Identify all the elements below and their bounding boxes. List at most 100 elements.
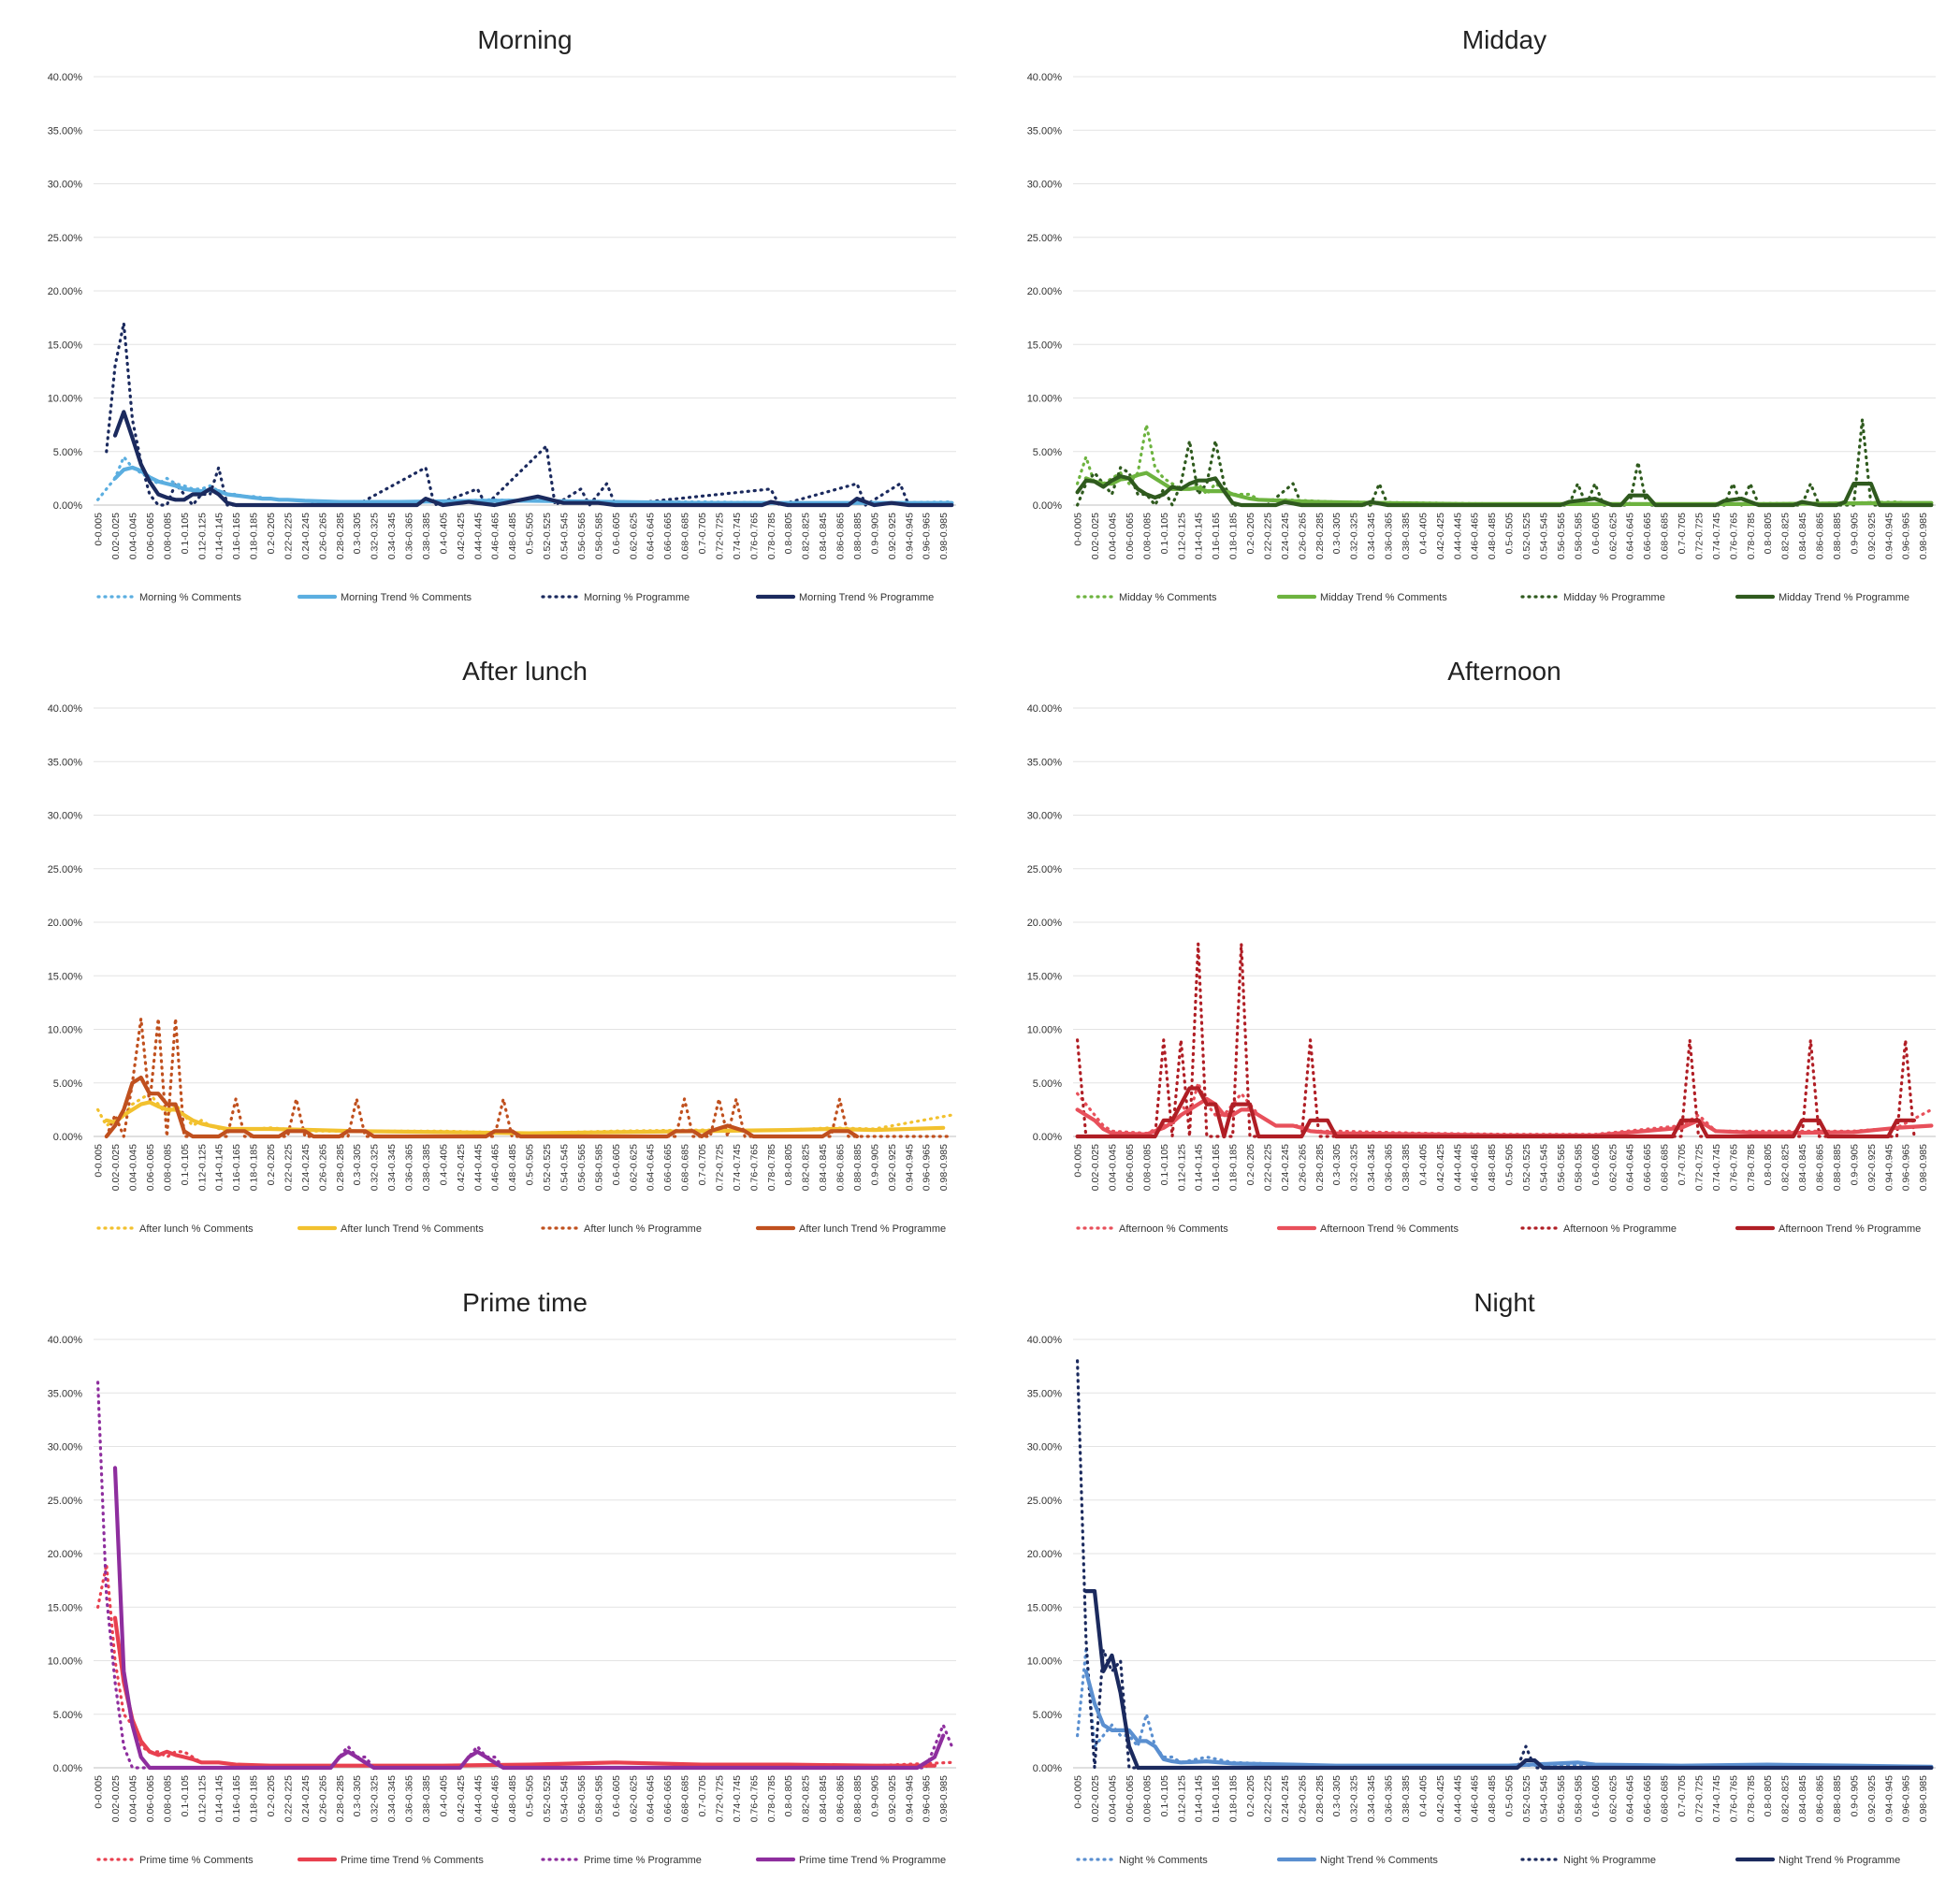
x-tick-label: 0.66-0.665: [662, 1775, 674, 1822]
x-tick-label: 0.72-0.725: [714, 513, 725, 559]
legend-item: Midday Trend % Comments: [1276, 592, 1447, 603]
x-tick-label: 0.42-0.425: [1435, 1775, 1446, 1822]
x-tick-label: 0.98-0.985: [938, 1775, 950, 1822]
series-night-programme: [1075, 1359, 1934, 1770]
legend-item: Midday % Programme: [1520, 592, 1665, 603]
x-tick-label: 0.88-0.885: [852, 1775, 864, 1822]
x-tick-label: 0.58-0.585: [1573, 1144, 1584, 1191]
x-tick-label: 0.16-0.165: [1211, 1144, 1222, 1191]
chart-title: Night: [1474, 1288, 1535, 1317]
x-tick-label: 0.32-0.325: [1349, 1144, 1360, 1191]
x-tick-label: 0.78-0.785: [1746, 1775, 1757, 1822]
x-tick-label: 0.74-0.745: [1711, 1144, 1722, 1191]
series-after-lunch-trend-programme: [104, 1075, 860, 1139]
x-tick-label: 0.22-0.225: [1262, 513, 1273, 559]
x-tick-label: 0.88-0.885: [852, 1144, 864, 1191]
series-afternoon-trend-programme: [1075, 1086, 1917, 1139]
y-tick-label: 35.00%: [48, 757, 83, 768]
x-tick-label: 0.98-0.985: [938, 513, 950, 559]
x-tick-label: 0.58-0.585: [593, 513, 604, 559]
x-tick-label: 0.76-0.765: [1728, 513, 1739, 559]
y-tick-label: 25.00%: [48, 1496, 83, 1507]
x-tick-label: 0.04-0.045: [1107, 513, 1118, 559]
x-tick-label: 0.62-0.625: [1607, 1775, 1619, 1822]
legend-item: Night % Programme: [1520, 1855, 1656, 1866]
x-tick-label: 0.44-0.445: [472, 1144, 484, 1191]
x-tick-label: 0.3-0.305: [1331, 1144, 1343, 1186]
x-tick-label: 0.34-0.345: [386, 1775, 398, 1822]
x-tick-label: 0.44-0.445: [472, 513, 484, 559]
x-tick-label: 0.22-0.225: [283, 513, 294, 559]
chart-panel-midday: Midday 0.00% 5.00% 10.00% 15.00% 20.00% 25.00%…: [980, 0, 1959, 631]
x-tick-label: 0.22-0.225: [1262, 1775, 1273, 1822]
x-tick-label: 0.14-0.145: [214, 513, 225, 559]
x-tick-label: 0.82-0.825: [801, 513, 812, 559]
legend-label: Morning % Programme: [584, 592, 690, 603]
x-tick-label: 0.52-0.525: [1521, 513, 1532, 559]
x-tick-label: 0.64-0.645: [1625, 1775, 1636, 1822]
x-tick-label: 0.72-0.725: [1693, 1144, 1705, 1191]
x-tick-label: 0.7-0.705: [697, 513, 708, 555]
x-tick-label: 0.3-0.305: [352, 1775, 363, 1817]
x-tick-label: 0.54-0.545: [1538, 513, 1549, 559]
x-tick-label: 0.34-0.345: [386, 513, 398, 559]
y-tick-label: 25.00%: [48, 864, 83, 875]
x-tick-label: 0.96-0.965: [922, 1775, 933, 1822]
x-tick-label: 0.5-0.505: [1504, 1144, 1516, 1186]
legend-item: Midday % Comments: [1076, 592, 1217, 603]
x-tick-label: 0.4-0.405: [438, 1775, 449, 1817]
x-tick-label: 0.74-0.745: [732, 513, 743, 559]
y-tick-label: 15.00%: [48, 1602, 83, 1613]
x-tick-label: 0.68-0.685: [680, 1144, 691, 1191]
x-tick-label: 0.52-0.525: [542, 513, 553, 559]
series-morning-trend-comments: [112, 465, 954, 505]
y-tick-label: 35.00%: [1027, 757, 1063, 768]
x-tick-label: 0.68-0.685: [1660, 1775, 1671, 1822]
y-tick-label: 0.00%: [1033, 500, 1062, 512]
x-tick-label: 0.26-0.265: [317, 1775, 328, 1822]
x-tick-label: 0.78-0.785: [1746, 513, 1757, 559]
x-tick-label: 0.6-0.605: [1590, 513, 1602, 555]
x-tick-label: 0.5-0.505: [1504, 513, 1516, 555]
x-tick-label: 0.16-0.165: [231, 1775, 242, 1822]
x-tick-label: 0.7-0.705: [697, 1144, 708, 1186]
x-tick-label: 0.06-0.065: [1125, 1775, 1136, 1822]
x-tick-label: 0.2-0.205: [266, 1144, 277, 1186]
x-tick-label: 0.88-0.885: [1832, 513, 1843, 559]
chart-title: Afternoon: [1447, 657, 1561, 686]
chart-panel-afternoon: Afternoon 0.00% 5.00% 10.00% 15.00% 20.00% 25.…: [980, 631, 1959, 1263]
x-tick-label: 0.46-0.465: [490, 1775, 501, 1822]
x-tick-label: 0-0.005: [94, 1775, 105, 1809]
x-tick-label: 0.1-0.105: [1159, 1775, 1170, 1817]
x-tick-label: 0.46-0.465: [1470, 1775, 1481, 1822]
x-tick-label: 0.18-0.185: [1228, 1775, 1240, 1822]
chart-panel-after-lunch: After lunch 0.00% 5.00% 10.00% 15.00% 20.00% 2…: [0, 631, 980, 1263]
y-tick-label: 30.00%: [1027, 1442, 1063, 1454]
x-tick-label: 0.8-0.805: [783, 1775, 794, 1817]
x-tick-label: 0.96-0.965: [922, 513, 933, 559]
y-tick-label: 5.00%: [1033, 1710, 1062, 1721]
x-tick-label: 0.74-0.745: [732, 1775, 743, 1822]
x-tick-label: 0.04-0.045: [127, 513, 138, 559]
x-tick-label: 0.5-0.505: [1504, 1775, 1516, 1817]
x-tick-label: 0.62-0.625: [628, 1144, 639, 1191]
x-tick-label: 0.56-0.565: [1556, 513, 1567, 559]
y-tick-label: 5.00%: [1033, 447, 1062, 458]
x-tick-label: 0.4-0.405: [438, 513, 449, 555]
x-tick-label: 0.9-0.905: [1849, 1144, 1860, 1186]
x-tick-label: 0.12-0.125: [196, 1775, 208, 1822]
x-tick-label: 0.2-0.205: [1245, 1775, 1256, 1817]
x-tick-label: 0.76-0.765: [748, 513, 760, 559]
legend-label: Morning Trend % Programme: [799, 592, 934, 603]
x-tick-label: 0.38-0.385: [1401, 1775, 1412, 1822]
x-tick-label: 0.82-0.825: [801, 1775, 812, 1822]
x-tick-label: 0.72-0.725: [1693, 513, 1705, 559]
legend-label: Morning Trend % Comments: [341, 592, 472, 603]
x-tick-label: 0.2-0.205: [1245, 1144, 1256, 1186]
x-tick-label: 0.08-0.085: [1141, 1775, 1153, 1822]
x-tick-label: 0.56-0.565: [576, 513, 588, 559]
x-tick-label: 0.02-0.025: [110, 1144, 122, 1191]
x-tick-label: 0.44-0.445: [1452, 1144, 1463, 1191]
x-tick-label: 0.24-0.245: [300, 1144, 312, 1191]
x-tick-label: 0.6-0.605: [1590, 1775, 1602, 1817]
